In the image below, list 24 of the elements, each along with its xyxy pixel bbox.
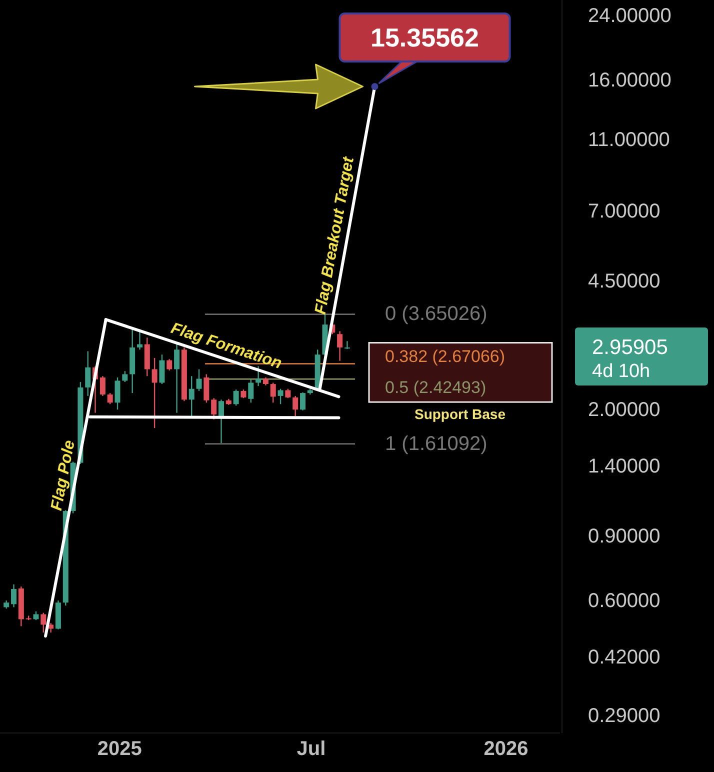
ref-line-label: 0 (3.65026) [385, 303, 488, 326]
ref-line-label: 0.382 (2.67066) [385, 346, 506, 366]
text: 2.95905 [592, 336, 668, 360]
y-tick-label: 0.29000 [588, 705, 660, 728]
annotation: 15.35562 [370, 22, 479, 52]
x-tick-label: Jul [296, 738, 326, 760]
y-tick-label: 1.40000 [588, 456, 660, 478]
y-tick-label: 2.00000 [588, 399, 660, 421]
text: Flag Pole [48, 438, 78, 512]
y-tick-label: 11.00000 [588, 128, 670, 151]
y-tick-label: 7.00000 [588, 200, 660, 222]
ref-line-label: 1 (1.61092) [385, 432, 488, 455]
ref-line-label: 0.5 (2.42493) [385, 378, 486, 398]
y-tick-label: 0.42000 [588, 646, 660, 668]
y-tick-label: 16.00000 [588, 69, 672, 92]
x-tick-label: 2025 [97, 738, 142, 760]
x-tick-label: 2026 [484, 738, 528, 760]
y-tick-label: 4.50000 [588, 270, 660, 292]
text: Flag Breakout Target [312, 155, 358, 316]
text: 4d 10h [592, 361, 650, 382]
y-tick-label: 24.00000 [588, 5, 672, 28]
y-tick-label: 0.90000 [588, 526, 660, 548]
annotation: Support Base [414, 406, 506, 422]
y-tick-label: 0.60000 [588, 590, 660, 612]
